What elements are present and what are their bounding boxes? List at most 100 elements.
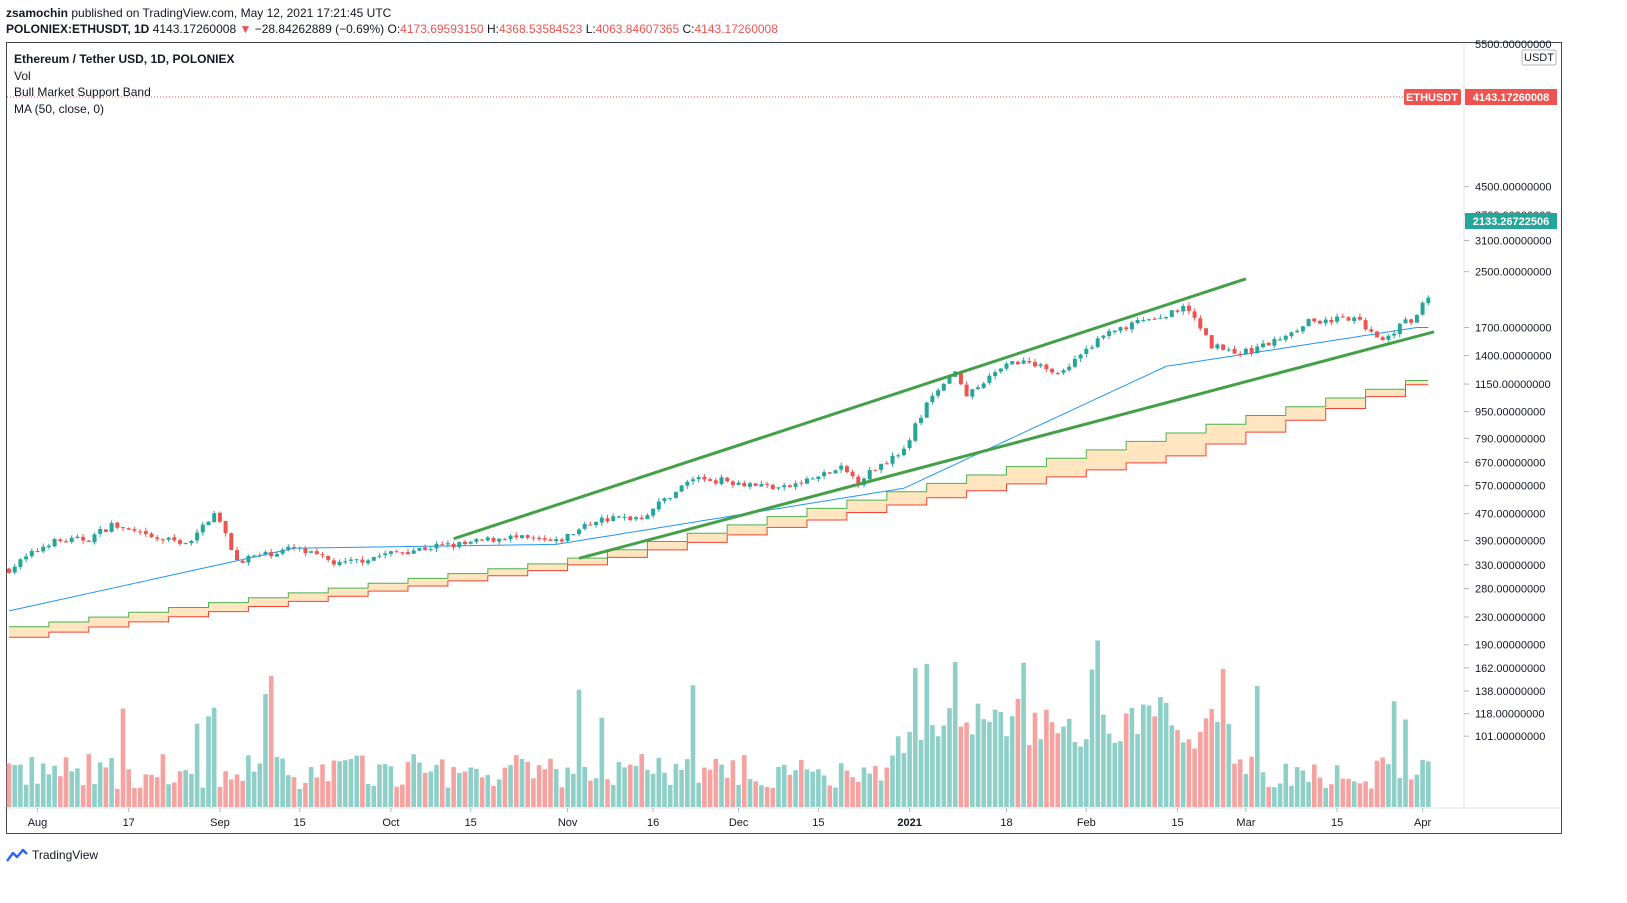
- volume-bar: [115, 788, 120, 807]
- time-axis[interactable]: Aug 17 Sep 15 Oct 15 Nov 16 Dec 15 2021 18 Feb 15 Mar 1…: [28, 808, 1432, 829]
- candle-body: [343, 561, 348, 563]
- candle-body: [445, 543, 450, 545]
- volume-bar: [1027, 745, 1032, 807]
- candle-body: [1004, 363, 1009, 369]
- volume-bar: [120, 708, 126, 807]
- y-tick-label-18: 3100.00000000: [1475, 236, 1551, 248]
- x-tick-label-9: 15: [812, 817, 824, 829]
- lower-trendline[interactable]: [578, 330, 1435, 560]
- volume-bar: [656, 757, 662, 807]
- volume-bar: [23, 784, 29, 807]
- volume-bar: [240, 780, 245, 807]
- candle-body: [565, 533, 570, 541]
- candle-body: [428, 548, 433, 550]
- volume-bar: [291, 777, 297, 807]
- candle-body: [1272, 339, 1277, 346]
- volume-bar: [1072, 742, 1078, 807]
- volume-bar: [827, 785, 833, 807]
- chart-frame[interactable]: [6, 42, 1562, 834]
- trendlines[interactable]: [453, 277, 1435, 560]
- volume-bar: [337, 761, 342, 807]
- volume-bar: [844, 770, 850, 807]
- legend-item-bull-band[interactable]: Bull Market Support Band: [14, 85, 151, 99]
- candle-body: [810, 478, 815, 480]
- volume-bar: [981, 719, 986, 807]
- volume-bar: [816, 769, 821, 807]
- candle-body: [502, 539, 507, 541]
- candle-body: [873, 469, 878, 471]
- candle-body: [867, 469, 872, 480]
- candle-body: [1363, 320, 1368, 330]
- volume-bar: [234, 774, 240, 807]
- author-name[interactable]: zsamochin: [6, 6, 69, 20]
- last-tag-value: 4143.17260008: [1473, 92, 1549, 104]
- candle-body: [1232, 349, 1237, 354]
- volume-bar: [417, 762, 422, 807]
- volume-bar: [377, 764, 382, 807]
- close-label: C:: [682, 22, 695, 36]
- volume-bar: [542, 769, 548, 807]
- volume-bar: [1192, 748, 1197, 807]
- volume-bar: [559, 787, 565, 807]
- candle-body: [474, 539, 479, 542]
- tradingview-logo-icon: [6, 848, 28, 862]
- volume-bar: [1021, 662, 1026, 807]
- candle-body: [1261, 343, 1265, 348]
- volume-bar: [998, 712, 1004, 807]
- candle-body: [423, 547, 428, 550]
- price-axis[interactable]: 101.00000000 118.00000000 138.00000000 162.…: [1464, 182, 1551, 744]
- volume-bar: [1232, 763, 1237, 807]
- volume-bar: [553, 769, 559, 807]
- candle-body: [651, 508, 656, 516]
- candle-body: [1186, 305, 1191, 311]
- ma-50-line: [8, 327, 1429, 612]
- volume-bar: [987, 721, 992, 807]
- candle-body: [394, 551, 399, 553]
- candle-body: [548, 539, 553, 541]
- volume-bar: [1129, 707, 1135, 807]
- legend-title[interactable]: Ethereum / Tether USD, 1D, POLONIEX: [14, 52, 235, 66]
- candle-body: [1015, 361, 1020, 365]
- volume-bar: [1346, 778, 1351, 807]
- x-tick-label-11: 18: [1000, 817, 1012, 829]
- candle-body: [349, 559, 353, 561]
- candle-body: [924, 402, 929, 418]
- publish-info: zsamochin published on TradingView.com, …: [6, 6, 391, 20]
- upper-trendline[interactable]: [453, 277, 1247, 541]
- volume-bar: [348, 758, 354, 807]
- volume-bar: [143, 774, 149, 807]
- volume-bar: [1009, 716, 1015, 807]
- legend-item-volume[interactable]: Vol: [14, 68, 31, 83]
- volume-bar: [730, 760, 736, 807]
- volume-bar: [46, 774, 52, 807]
- candle-body: [371, 556, 376, 561]
- candle-body: [491, 538, 496, 542]
- candle-body: [457, 542, 462, 547]
- volume-bar: [525, 761, 530, 807]
- x-tick-label-8: Dec: [729, 817, 749, 829]
- y-tick-label-13: 950.00000000: [1475, 407, 1545, 419]
- volume-bar: [1118, 741, 1123, 807]
- volume-bar: [1226, 724, 1232, 807]
- volume-bar: [610, 784, 616, 807]
- candle-body: [331, 560, 336, 565]
- candle-body: [1027, 360, 1032, 363]
- candle-body: [81, 536, 86, 541]
- volume-bar: [565, 767, 570, 807]
- candle-body: [69, 537, 74, 542]
- candle-body: [229, 533, 234, 551]
- candle-body: [1010, 361, 1015, 365]
- volume-bar: [206, 716, 211, 807]
- volume-bar: [63, 757, 69, 807]
- legend-item-ma[interactable]: MA (50, close, 0): [14, 101, 105, 116]
- volume-bar: [325, 781, 331, 807]
- tradingview-footer[interactable]: TradingView: [6, 848, 98, 862]
- volume-bar: [479, 777, 485, 807]
- volume-bar: [890, 755, 895, 807]
- candle-body: [588, 524, 593, 526]
- volume-bar: [1249, 756, 1254, 807]
- down-arrow-icon: ▼: [239, 22, 252, 36]
- candle-body: [1078, 354, 1083, 359]
- high-value: 4368.53584523: [498, 22, 583, 36]
